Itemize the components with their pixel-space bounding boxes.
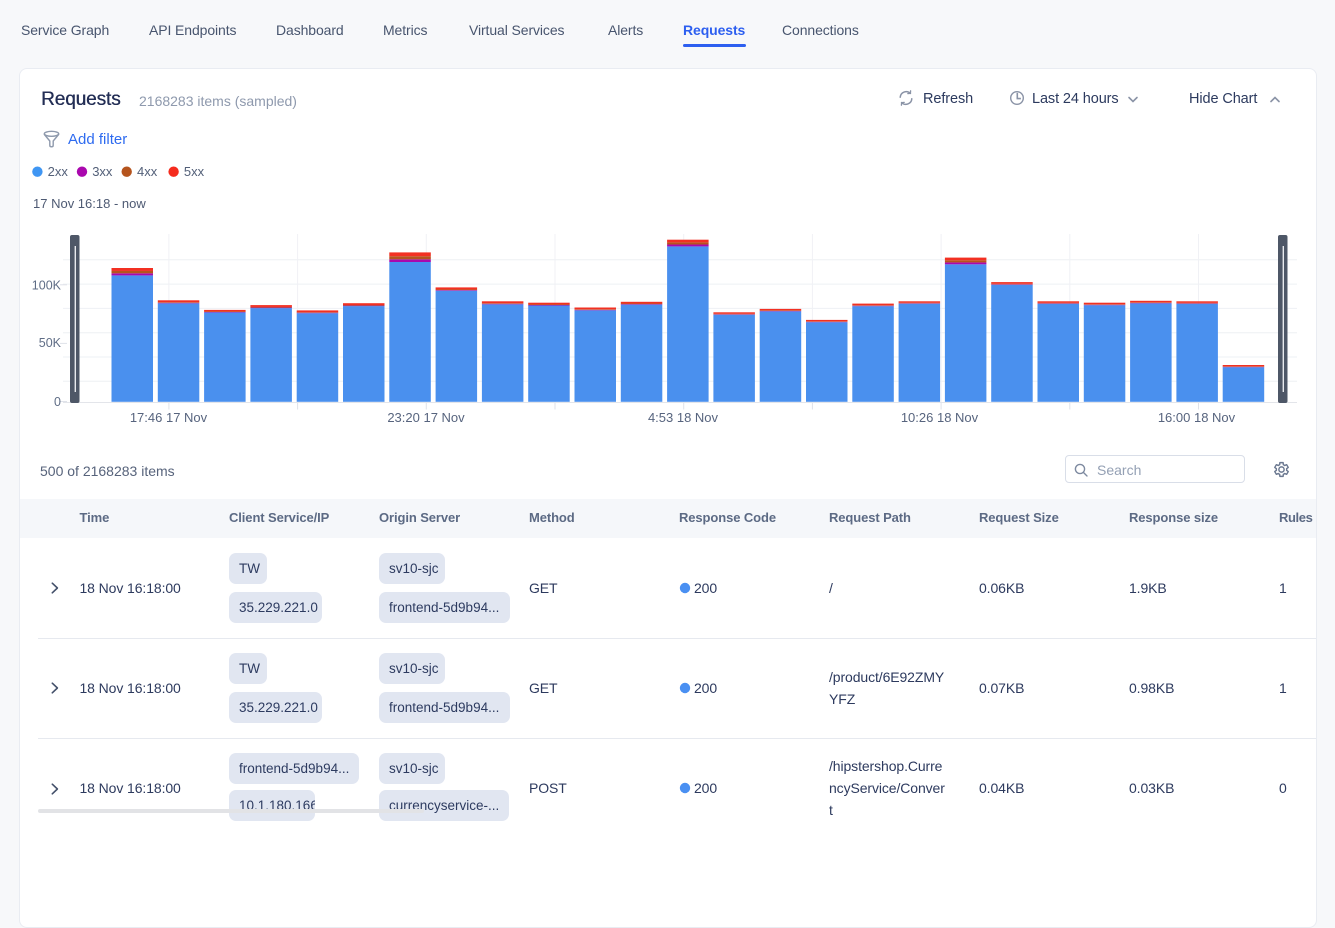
svg-text:100K: 100K: [32, 278, 62, 292]
svg-text:10:26 18 Nov: 10:26 18 Nov: [901, 410, 979, 425]
svg-text:5xx: 5xx: [184, 164, 205, 179]
svg-text:23:20 17 Nov: 23:20 17 Nov: [387, 410, 465, 425]
svg-text:0: 0: [54, 395, 61, 409]
svg-text:50K: 50K: [39, 336, 62, 350]
svg-text:4:53 18 Nov: 4:53 18 Nov: [648, 410, 719, 425]
svg-text:17:46 17 Nov: 17:46 17 Nov: [130, 410, 208, 425]
svg-text:2xx: 2xx: [48, 164, 69, 179]
svg-text:4xx: 4xx: [137, 164, 158, 179]
svg-text:3xx: 3xx: [92, 164, 113, 179]
svg-text:16:00 18 Nov: 16:00 18 Nov: [1158, 410, 1236, 425]
